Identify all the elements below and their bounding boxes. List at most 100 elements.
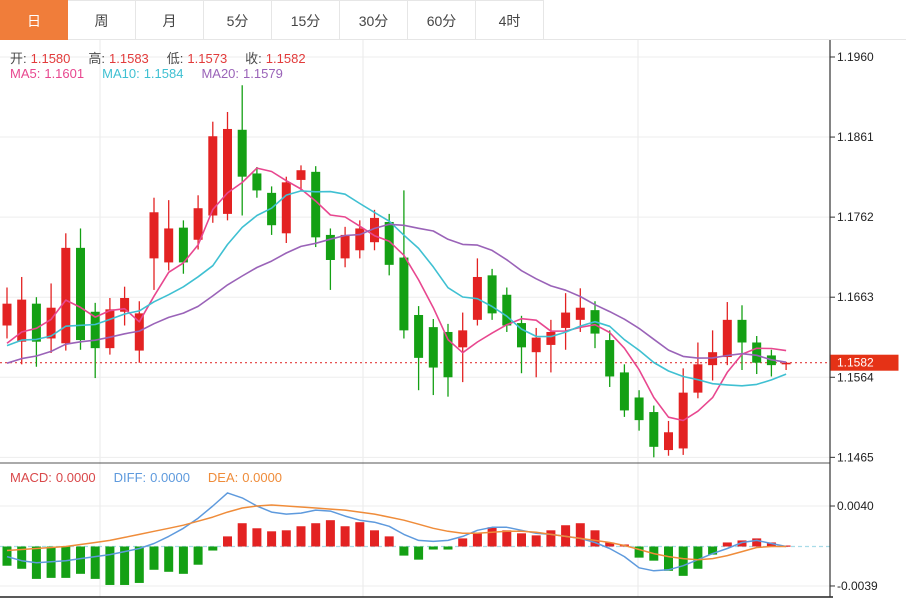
macd-hist-bar: [590, 530, 600, 547]
macd-hist-bar: [737, 540, 747, 547]
candle-body: [46, 307, 56, 339]
macd-hist-bar: [472, 533, 482, 547]
macd-hist-bar: [223, 536, 232, 547]
tab-60min[interactable]: 60分: [408, 0, 476, 40]
tab-30min[interactable]: 30分: [340, 0, 408, 40]
candle-body: [325, 234, 335, 260]
candle-body: [414, 314, 424, 358]
candle-body: [619, 372, 629, 411]
candle-body: [134, 313, 144, 351]
candle-body: [722, 319, 732, 358]
candle-body: [443, 331, 453, 378]
chart-area[interactable]: 1.1960 1.1861 1.1762 1.1663 1.1564 1.1465 0.00…: [0, 40, 906, 603]
candle-body: [355, 228, 365, 251]
macd-hist-bar: [664, 546, 673, 571]
macd-hist-bar: [678, 546, 688, 576]
candle-body: [237, 129, 247, 177]
price-label: 1.1861: [837, 130, 874, 144]
macd-hist-bar: [17, 546, 27, 569]
candle-body: [193, 208, 203, 240]
candle-body: [634, 397, 644, 421]
tab-week[interactable]: 周: [68, 0, 136, 40]
tab-day[interactable]: 日: [0, 0, 68, 40]
macd-hist-bar: [61, 546, 71, 578]
candle-body: [517, 323, 526, 348]
candle-body: [252, 173, 262, 191]
candle-body: [311, 171, 321, 238]
macd-hist-bar: [340, 526, 350, 547]
ma10-line: [6, 190, 787, 387]
tab-month[interactable]: 月: [136, 0, 204, 40]
candle-body: [149, 212, 159, 259]
macd-hist-bar: [311, 523, 321, 547]
candle-body: [223, 128, 232, 214]
macd-hist-bar: [546, 530, 556, 547]
candle-body: [531, 337, 541, 353]
candle-body: [561, 312, 571, 328]
macd-hist-bar: [575, 523, 585, 547]
candlestick-macd-chart[interactable]: 1.1960 1.1861 1.1762 1.1663 1.1564 1.1465 0.00…: [0, 40, 906, 603]
candle-body: [693, 364, 703, 393]
candle-body: [605, 340, 615, 377]
candle-body: [281, 182, 291, 234]
macd-hist-bar: [355, 522, 365, 547]
macd-hist-bar: [193, 546, 203, 565]
macd-hist-bar: [458, 538, 468, 547]
candle-body: [384, 221, 394, 265]
macd-hist-bar: [252, 528, 262, 547]
candle-body: [487, 275, 497, 314]
candle-body: [737, 319, 747, 343]
ma5-line: [6, 167, 787, 422]
candle-body: [546, 331, 556, 345]
candle-body: [649, 412, 659, 447]
macd-hist-bar: [134, 546, 144, 583]
macd-hist-bar: [2, 546, 12, 566]
macd-hist-bar: [370, 530, 379, 547]
macd-hist-bar: [208, 546, 218, 551]
macd-hist-bar: [531, 535, 541, 547]
macd-hist-bar: [178, 546, 188, 574]
macd-hist-bar: [428, 546, 438, 550]
price-label: 1.1564: [837, 370, 874, 384]
macd-hist-bar: [766, 542, 776, 547]
macd-hist-bar: [722, 542, 732, 547]
macd-hist-bar: [443, 546, 453, 550]
macd-hist-bar: [164, 546, 174, 572]
last-price-badge-label: 1.1582: [837, 356, 874, 370]
ma20-line: [6, 223, 787, 364]
price-label: 1.1762: [837, 210, 874, 224]
candle-body: [458, 330, 468, 348]
candle-body: [664, 432, 673, 451]
macd-hist-bar: [605, 542, 615, 547]
tab-15min[interactable]: 15分: [272, 0, 340, 40]
dea-line: [6, 504, 787, 561]
candle-body: [164, 228, 174, 263]
last-price-badge: [830, 354, 899, 371]
candle-body: [752, 342, 762, 363]
price-label: 1.1663: [837, 290, 874, 304]
macd-hist-bar: [76, 546, 85, 574]
candle-body: [31, 303, 41, 342]
macd-hist-bar: [634, 546, 644, 558]
candle-body: [296, 170, 306, 180]
tab-5min[interactable]: 5分: [204, 0, 272, 40]
macd-hist-bar: [384, 536, 394, 547]
candle-body: [2, 303, 12, 326]
macd-hist-bar: [414, 546, 424, 560]
timeframe-tabbar: 日周月 5分 15分 30分 60分 4时: [0, 0, 906, 40]
candle-body: [399, 257, 409, 331]
macd-hist-bar: [693, 546, 703, 569]
macd-hist-bar: [120, 546, 130, 585]
candle-body: [90, 311, 100, 349]
macd-hist-bar: [149, 546, 159, 570]
macd-label: -0.0039: [837, 579, 878, 593]
candle-body: [340, 234, 350, 259]
candle-body: [208, 136, 218, 216]
macd-hist-bar: [237, 523, 247, 547]
macd-hist-bar: [502, 530, 512, 547]
macd-hist-bar: [399, 546, 409, 556]
candle-body: [428, 327, 438, 368]
macd-hist-bar: [296, 526, 306, 547]
tab-4hour[interactable]: 4时: [476, 0, 544, 40]
candle-body: [781, 362, 791, 365]
